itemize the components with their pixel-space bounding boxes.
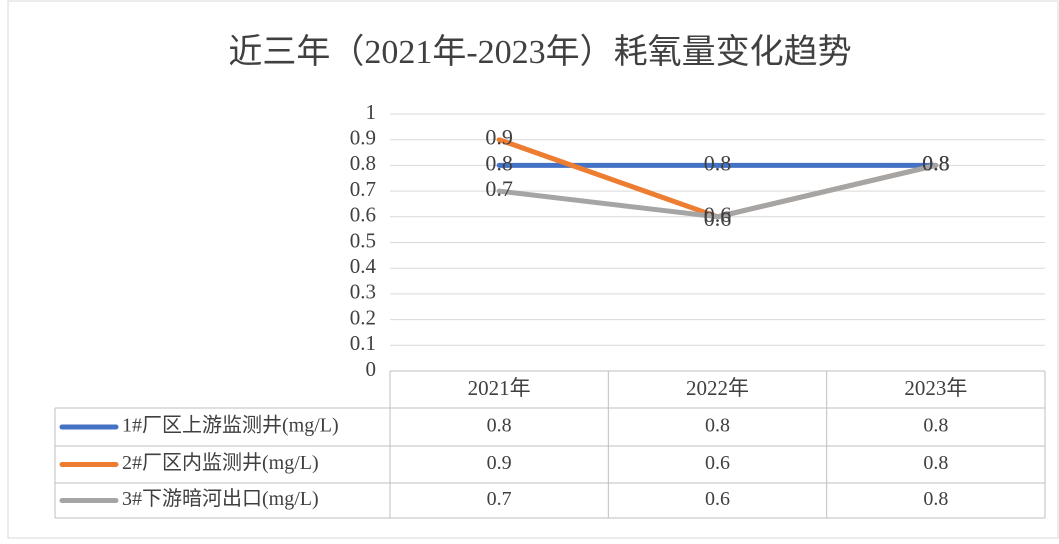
y-tick-label: 0.5: [350, 228, 376, 252]
data-label: 0.8: [922, 150, 950, 175]
data-label: 0.7: [485, 176, 513, 201]
y-tick-label: 0.6: [350, 203, 376, 227]
y-tick-label: 0.9: [350, 126, 376, 150]
table-value: 0.8: [705, 415, 730, 437]
y-tick-label: 0.8: [350, 151, 376, 175]
y-tick-label: 0.4: [350, 254, 377, 278]
y-tick-label: 1: [366, 100, 377, 124]
table-value: 0.8: [923, 415, 948, 437]
table-value: 0.9: [487, 452, 512, 474]
legend-label: 2#厂区内监测井(mg/L): [122, 451, 319, 474]
chart-title: 近三年（2021年-2023年）耗氧量变化趋势: [228, 33, 851, 71]
y-tick-label: 0.3: [350, 280, 376, 304]
y-tick-label: 0: [366, 357, 377, 381]
x-tick-label: 2023年: [904, 376, 967, 400]
table-value: 0.6: [705, 452, 730, 474]
legend-label: 3#下游暗河出口(mg/L): [122, 487, 319, 510]
data-label: 0.8: [485, 150, 513, 175]
data-label: 0.6: [704, 206, 732, 231]
y-tick-label: 0.2: [350, 305, 376, 329]
x-tick-label: 2021年: [468, 376, 531, 400]
data-label: 0.8: [704, 150, 732, 175]
table-value: 0.7: [487, 488, 512, 510]
data-label: 0.8: [922, 150, 950, 175]
data-label: 0.8: [922, 150, 950, 175]
y-tick-label: 0.1: [350, 331, 376, 355]
table-value: 0.8: [923, 452, 948, 474]
x-tick-label: 2022年: [686, 376, 749, 400]
table-value: 0.6: [705, 488, 730, 510]
legend-label: 1#厂区上游监测井(mg/L): [122, 414, 339, 437]
table-value: 0.8: [487, 415, 512, 437]
chart-border: [7, 0, 1059, 539]
data-label: 0.9: [485, 125, 513, 150]
y-tick-label: 0.7: [350, 177, 376, 201]
data-label: 0.6: [704, 202, 732, 227]
table-value: 0.8: [923, 488, 948, 510]
series-line: [496, 162, 939, 220]
